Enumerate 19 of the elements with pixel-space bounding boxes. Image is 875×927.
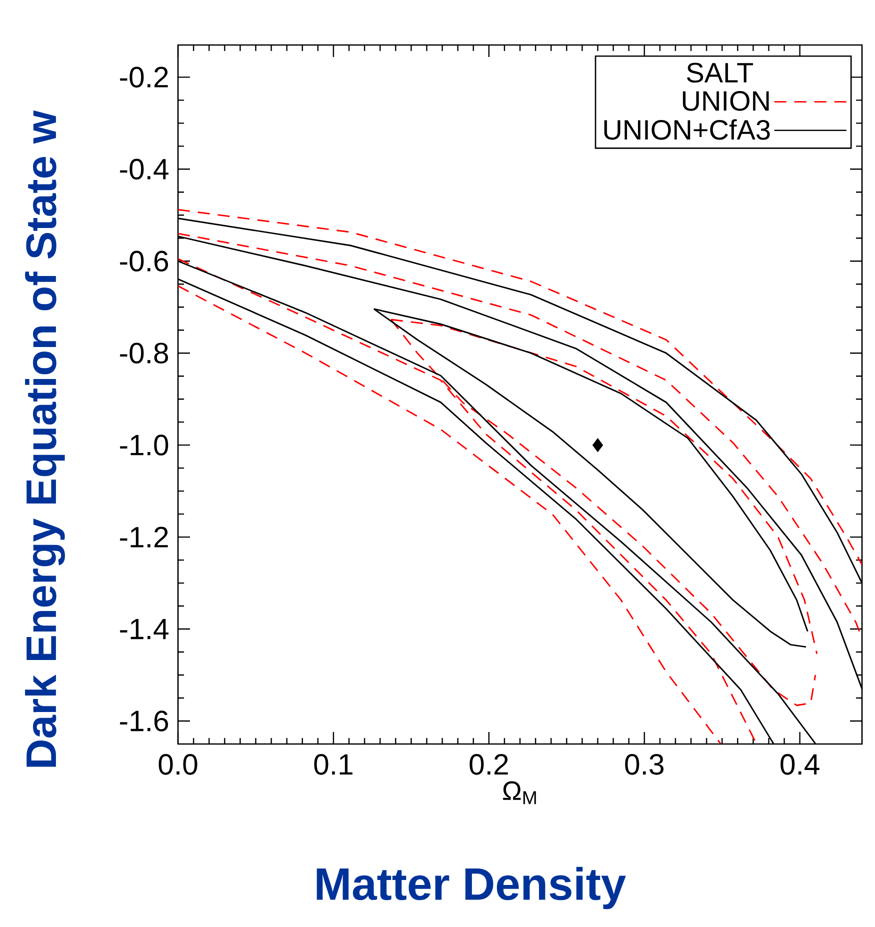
legend-title: SALT	[686, 62, 753, 83]
x-tick-label: 0.3	[625, 754, 664, 775]
x-tick-label: 0.0	[158, 754, 198, 775]
y-tick-label: -1.2	[120, 526, 168, 548]
legend-label: UNION+CfA3	[604, 119, 770, 140]
legend-label: UNION	[682, 91, 769, 111]
y-tick-label: -1.4	[120, 618, 168, 640]
y-axis-title: Dark Energy Equation of State w	[25, 110, 65, 767]
x-tick-label: 0.2	[470, 754, 508, 775]
y-tick-label: -0.8	[120, 342, 168, 364]
y-tick-label: -1.0	[120, 434, 168, 456]
x-axis-title: Ω$_{M}$	[503, 781, 536, 804]
y-tick-label: -0.6	[120, 250, 168, 272]
x-tick-label: 0.1	[314, 754, 352, 775]
y-tick-label: -0.2	[120, 66, 168, 88]
x-tick-label: 0.4	[780, 754, 820, 775]
y-tick-label: -1.6	[120, 710, 168, 732]
y-tick-label: -0.4	[120, 158, 168, 180]
text: Matter Density	[316, 866, 626, 910]
